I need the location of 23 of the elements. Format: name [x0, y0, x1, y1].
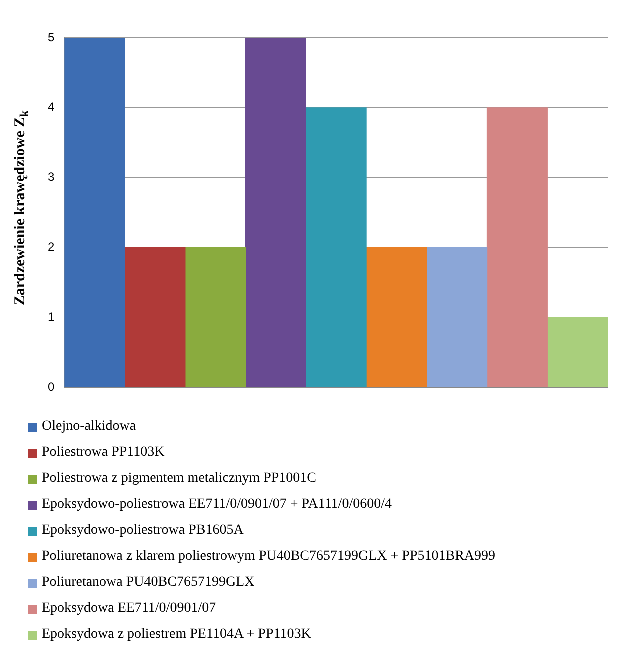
bar [426, 247, 488, 388]
legend-label: Epoksydowa z poliestrem PE1104A + PP1103K [42, 627, 312, 643]
legend-label: Epoksydowo-poliestrowa PB1605A [42, 523, 244, 539]
bar [366, 247, 428, 388]
bar [306, 108, 367, 388]
bar [486, 108, 548, 388]
bar [124, 247, 186, 388]
legend-label: Olejno-alkidowa [42, 419, 136, 435]
bar [185, 247, 246, 388]
legend-label: Poliestrowa z pigmentem metalicznym PP1001C [42, 471, 317, 487]
bar [547, 317, 608, 388]
legend-label: Epoksydowa EE711/0/0901/07 [42, 601, 216, 617]
legend-label: Poliuretanowa PU40BC7657199GLX [42, 575, 255, 591]
y-tick-label: 0 [48, 380, 55, 394]
legend-label: Epoksydowo-poliestrowa EE711/0/0901/07 + PA111/0/0600/4 [42, 497, 392, 513]
y-tick-label: 5 [48, 30, 55, 44]
legend-label: Poliuretanowa z klarem poliestrowym PU40BC7657199GLX + PP5101BRA999 [42, 549, 496, 565]
y-tick-label: 3 [48, 170, 55, 184]
legend-label: Poliestrowa PP1103K [42, 445, 165, 461]
y-tick-label: 4 [48, 100, 55, 114]
bar [245, 38, 306, 388]
y-tick-label: 1 [48, 310, 55, 324]
y-tick-label: 2 [48, 240, 55, 254]
